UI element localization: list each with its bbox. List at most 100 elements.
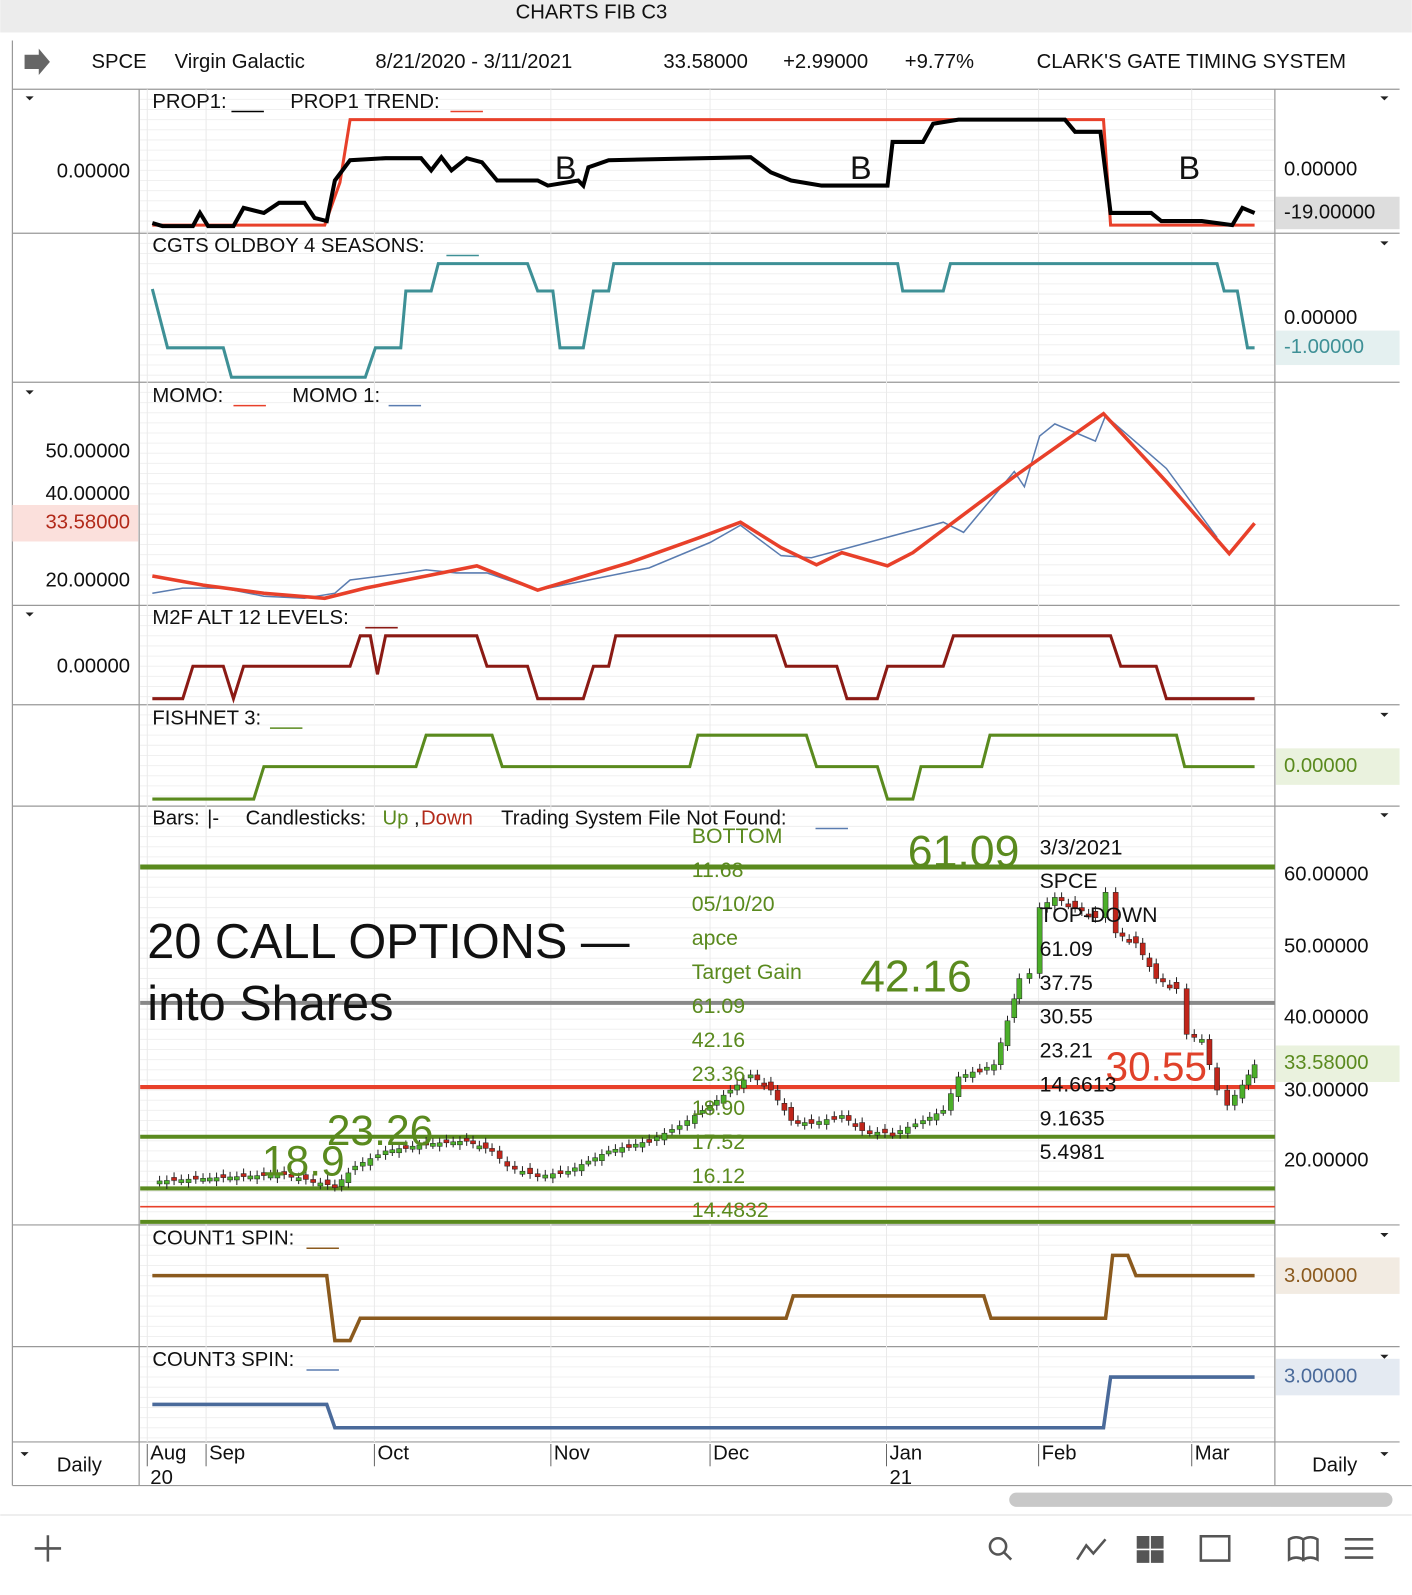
candle xyxy=(720,1094,727,1104)
candle xyxy=(267,1174,274,1179)
dropdowns xyxy=(20,96,1389,1457)
candle xyxy=(882,1128,888,1134)
annotation: B xyxy=(555,150,577,186)
right-label: 33.58000 xyxy=(1284,1052,1369,1074)
candle xyxy=(684,1120,691,1126)
legend: PROP1: xyxy=(152,91,226,113)
candle xyxy=(1052,897,1058,906)
candle xyxy=(295,1177,302,1182)
candle xyxy=(578,1164,585,1172)
note: TOP-DOWN xyxy=(1040,903,1158,927)
candle xyxy=(714,1099,720,1106)
momo-line xyxy=(152,411,1256,601)
candle xyxy=(1119,932,1126,937)
dropdown[interactable] xyxy=(20,1452,29,1457)
candle xyxy=(788,1107,794,1121)
right-label: 0.00000 xyxy=(1284,307,1357,329)
candle xyxy=(920,1120,926,1125)
candle xyxy=(955,1076,962,1097)
candle xyxy=(1224,1089,1231,1106)
candle xyxy=(1232,1094,1238,1106)
legend: MOMO 1: xyxy=(292,385,380,407)
candle xyxy=(324,1179,331,1185)
month-label: Mar xyxy=(1195,1442,1230,1464)
prop1-line xyxy=(151,117,1256,229)
candle xyxy=(912,1123,919,1128)
period[interactable]: Daily xyxy=(57,1455,103,1477)
add-button[interactable] xyxy=(34,1535,62,1562)
candle xyxy=(801,1122,808,1126)
value-box xyxy=(1275,1358,1400,1396)
candle xyxy=(1092,911,1099,918)
legend: Down xyxy=(421,808,473,830)
candle xyxy=(457,1141,463,1146)
candle xyxy=(734,1084,740,1091)
arrow-icon[interactable] xyxy=(24,48,50,76)
note: SPCE xyxy=(1040,869,1098,893)
candle xyxy=(692,1115,698,1124)
note: 30.55 xyxy=(1040,1005,1093,1029)
candle xyxy=(781,1103,788,1111)
value-box xyxy=(1275,1257,1400,1294)
dropdown[interactable] xyxy=(1380,241,1389,246)
scrollbar[interactable] xyxy=(1009,1492,1393,1507)
panel-button[interactable] xyxy=(1199,1534,1231,1562)
note: 14.6613 xyxy=(1040,1072,1117,1096)
candle xyxy=(1044,902,1051,908)
grid-button[interactable] xyxy=(1136,1536,1164,1563)
left-label: 0.00000 xyxy=(57,656,130,678)
candle xyxy=(605,1150,612,1155)
candle xyxy=(1251,1064,1258,1079)
month-label: Aug xyxy=(150,1442,186,1464)
candle xyxy=(332,1184,338,1188)
candle xyxy=(352,1165,358,1171)
candle xyxy=(193,1175,199,1180)
legend: COUNT1 SPIN: xyxy=(152,1228,294,1250)
legend: Bars: xyxy=(152,808,199,830)
change: +2.99000 xyxy=(783,51,868,73)
candle xyxy=(220,1174,227,1178)
red-label: 30.55 xyxy=(1106,1044,1207,1090)
candle xyxy=(367,1158,374,1166)
legend: CGTS OLDBOY 4 SEASONS: xyxy=(152,235,424,257)
right-label: 0.00000 xyxy=(1284,755,1357,777)
candle xyxy=(852,1123,859,1127)
candle xyxy=(338,1179,345,1187)
candle xyxy=(359,1162,366,1167)
note: 16.12 xyxy=(692,1164,745,1188)
dropdown[interactable] xyxy=(1380,712,1389,717)
menu-button[interactable] xyxy=(1344,1538,1374,1559)
period[interactable]: Daily xyxy=(1312,1455,1358,1477)
dropdown[interactable] xyxy=(25,612,34,617)
toolbar xyxy=(34,1534,1374,1563)
candle xyxy=(897,1130,903,1134)
grid xyxy=(140,89,1274,1442)
candle xyxy=(654,1136,660,1142)
candle xyxy=(727,1089,734,1094)
candle xyxy=(178,1179,185,1183)
candle xyxy=(572,1167,578,1172)
candle xyxy=(557,1170,564,1174)
candle xyxy=(859,1122,865,1131)
dropdown[interactable] xyxy=(1380,813,1389,818)
left-label: 33.58000 xyxy=(45,512,130,534)
search-button[interactable] xyxy=(988,1537,1008,1556)
candle xyxy=(156,1180,163,1185)
dropdown[interactable] xyxy=(25,390,34,395)
dropdown[interactable] xyxy=(1380,1452,1389,1457)
dropdown[interactable] xyxy=(1380,1233,1389,1238)
candle xyxy=(1036,907,1043,974)
candle xyxy=(874,1131,881,1136)
month-label: Sep xyxy=(209,1442,245,1464)
dropdown[interactable] xyxy=(25,96,34,101)
dropdown[interactable] xyxy=(1380,1354,1389,1359)
candle xyxy=(403,1145,409,1149)
candle xyxy=(1160,978,1166,983)
year-label: 20 xyxy=(150,1467,173,1489)
dropdown[interactable] xyxy=(1380,96,1389,101)
left-label: 0.00000 xyxy=(57,161,130,183)
candle xyxy=(542,1174,549,1179)
book-button[interactable] xyxy=(1287,1536,1319,1562)
candle xyxy=(676,1125,683,1130)
line-button[interactable] xyxy=(1076,1538,1107,1561)
